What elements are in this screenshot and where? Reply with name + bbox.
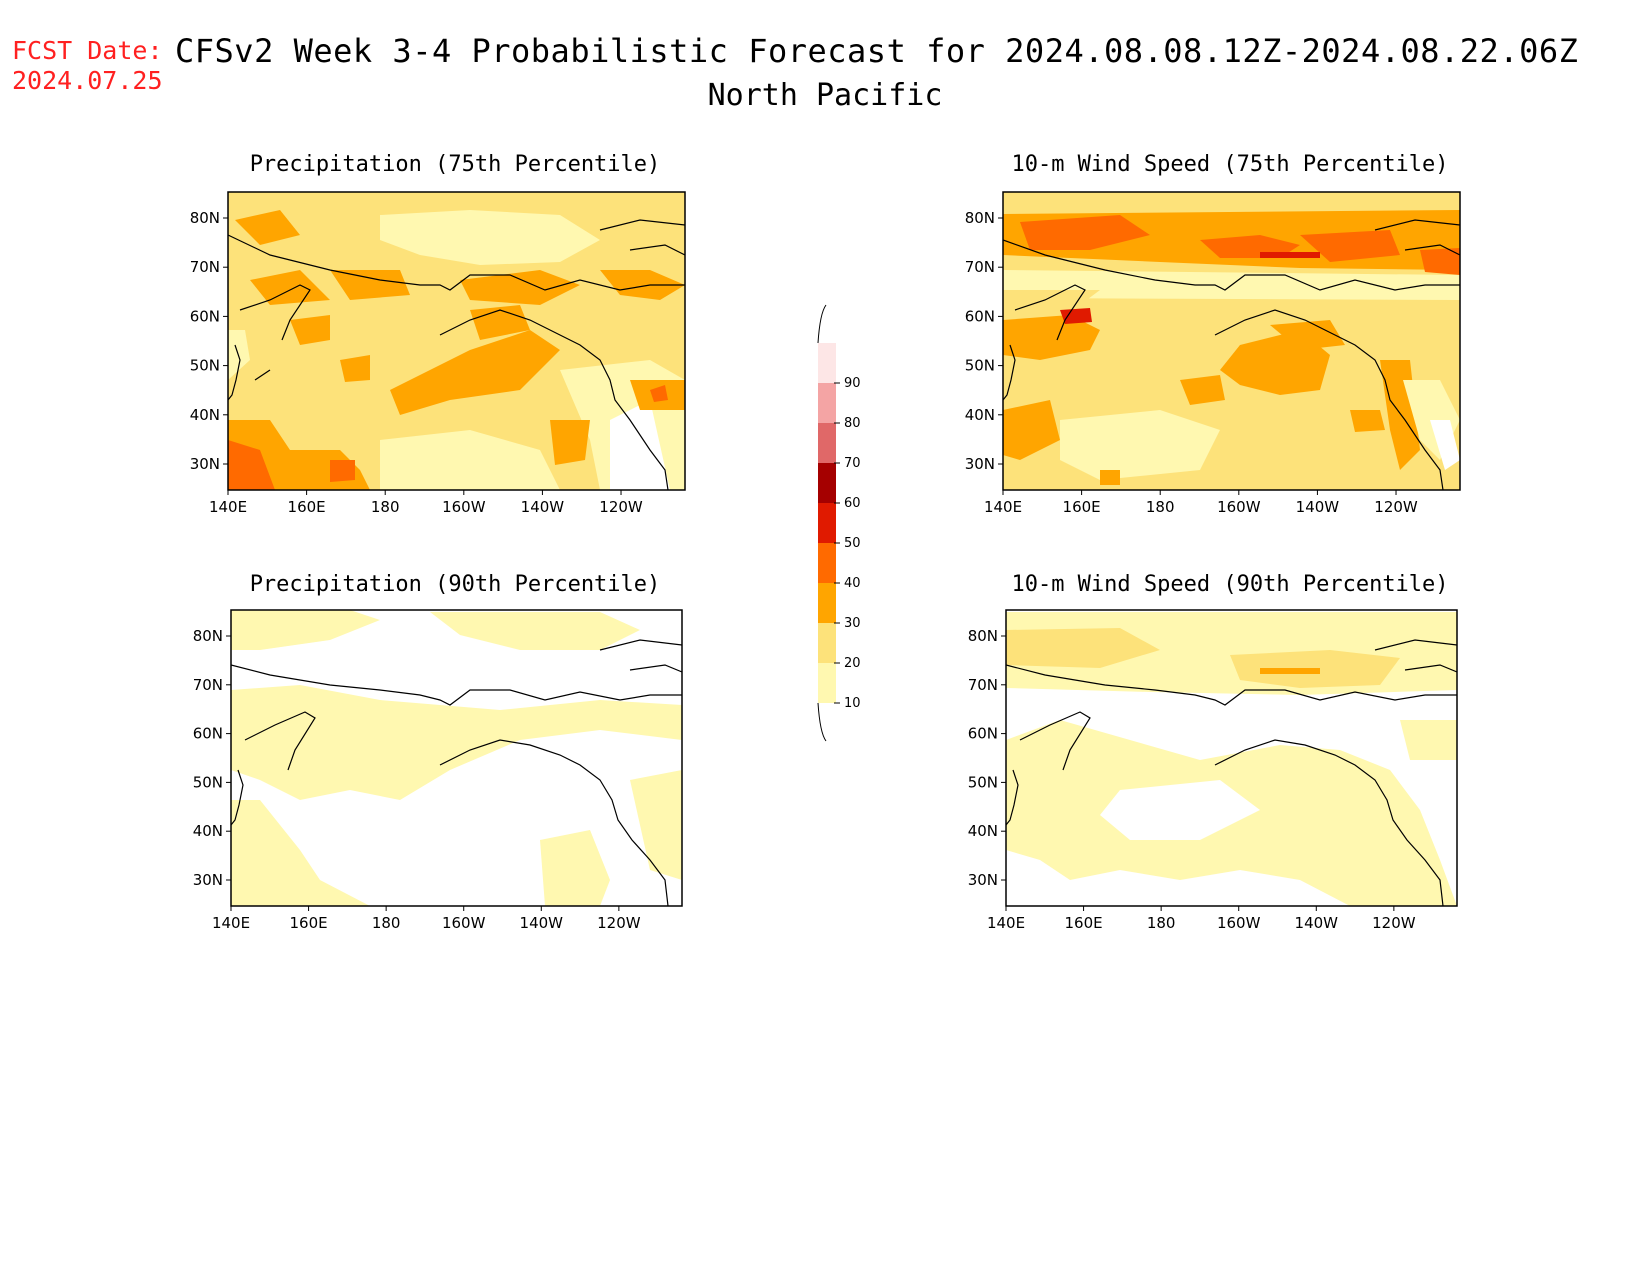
panel-title-precip-90: Precipitation (90th Percentile) <box>249 572 661 597</box>
lat-tick-label: 60N <box>965 307 995 325</box>
colorbar: 10 20 30 40 50 60 70 80 90 <box>817 304 861 742</box>
colorbar-bottom-cap <box>817 702 827 742</box>
colorbar-level-label: 50 <box>844 536 861 551</box>
lon-tick-label: 160W <box>442 914 486 932</box>
lon-tick-label: 140W <box>1295 914 1339 932</box>
lon-tick-label: 140E <box>212 914 250 932</box>
panel-title-wind-90: 10-m Wind Speed (90th Percentile) <box>1011 572 1449 597</box>
lat-tick-label: 30N <box>193 871 223 889</box>
lat-tick-label: 60N <box>193 725 223 743</box>
map-panel-precip-75 <box>227 191 686 491</box>
coastlines-3 <box>231 639 682 906</box>
lat-tick-label: 70N <box>190 258 220 276</box>
panel-title-wind-75: 10-m Wind Speed (75th Percentile) <box>1011 152 1449 177</box>
lat-tick-label: 80N <box>190 209 220 227</box>
colorbar-swatch <box>818 343 836 383</box>
lon-tick-label: 120W <box>597 914 641 932</box>
lat-tick-label: 40N <box>968 822 998 840</box>
colorbar-swatch <box>818 623 836 663</box>
colorbar-level-label: 70 <box>844 456 861 471</box>
lat-tick-label: 80N <box>968 627 998 645</box>
lat-tick-label: 50N <box>965 357 995 375</box>
region-subtitle: North Pacific <box>707 78 943 113</box>
lat-tick-label: 60N <box>968 725 998 743</box>
lon-tick-label: 120W <box>1374 498 1418 516</box>
map-panel-wind-75 <box>1002 191 1461 491</box>
lon-tick-label: 140W <box>521 498 565 516</box>
colorbar-swatch <box>818 383 836 423</box>
page-title: CFSv2 Week 3-4 Probabilistic Forecast fo… <box>175 32 1579 70</box>
lat-tick-label: 30N <box>965 455 995 473</box>
lat-tick-label: 50N <box>968 773 998 791</box>
lat-tick-label: 80N <box>965 209 995 227</box>
colorbar-swatch <box>818 463 836 503</box>
colorbar-level-label: 40 <box>844 576 861 591</box>
colorbar-swatch <box>818 583 836 623</box>
coastlines-4 <box>1006 639 1457 906</box>
colorbar-swatch <box>818 503 836 543</box>
fcst-date-value: 2024.07.25 <box>12 66 163 95</box>
lon-tick-label: 160W <box>1217 914 1261 932</box>
lon-tick-label: 140W <box>1296 498 1340 516</box>
lon-tick-label: 160W <box>1217 498 1261 516</box>
lon-tick-label: 180 <box>1146 498 1175 516</box>
lon-tick-label: 180 <box>1147 914 1176 932</box>
colorbar-level-label: 20 <box>844 656 861 671</box>
colorbar-swatch <box>818 663 836 703</box>
precip-75-shading <box>228 192 685 490</box>
lat-tick-label: 60N <box>190 307 220 325</box>
lon-tick-label: 120W <box>599 498 643 516</box>
fcst-date-label: FCST Date: <box>12 36 163 65</box>
lat-tick-label: 70N <box>965 258 995 276</box>
lon-tick-label: 160E <box>288 498 326 516</box>
lon-tick-label: 120W <box>1372 914 1416 932</box>
lat-tick-label: 70N <box>193 676 223 694</box>
colorbar-top-cap <box>817 304 827 344</box>
map-panel-precip-90 <box>230 609 683 907</box>
lon-tick-label: 180 <box>371 498 400 516</box>
lon-tick-label: 140W <box>520 914 564 932</box>
wind-75-shading <box>1003 192 1460 490</box>
lon-tick-label: 140E <box>984 498 1022 516</box>
lat-tick-label: 40N <box>965 406 995 424</box>
coastlines-1 <box>228 219 685 490</box>
wind-90-shading <box>1006 610 1457 906</box>
lon-tick-label: 140E <box>209 498 247 516</box>
colorbar-swatch <box>818 423 836 463</box>
lat-tick-label: 50N <box>190 357 220 375</box>
map-panel-wind-90 <box>1005 609 1458 907</box>
lat-tick-label: 40N <box>193 822 223 840</box>
lat-tick-label: 40N <box>190 406 220 424</box>
lon-tick-label: 160E <box>290 914 328 932</box>
lon-tick-label: 160E <box>1065 914 1103 932</box>
coastlines-2 <box>1003 219 1460 490</box>
colorbar-level-label: 60 <box>844 496 861 511</box>
lat-tick-label: 50N <box>193 773 223 791</box>
lon-tick-label: 140E <box>987 914 1025 932</box>
axis-labels: 80N 70N 60N 50N 40N 30N 140E 160E 180 160W 140W 120… <box>190 209 1418 932</box>
lat-tick-label: 30N <box>968 871 998 889</box>
lon-tick-label: 160W <box>442 498 486 516</box>
precip-90-shading <box>231 610 682 906</box>
lon-tick-label: 160E <box>1063 498 1101 516</box>
lon-tick-label: 180 <box>372 914 401 932</box>
colorbar-level-label: 90 <box>844 376 861 391</box>
lat-tick-label: 30N <box>190 455 220 473</box>
lat-tick-label: 80N <box>193 627 223 645</box>
colorbar-swatch <box>818 543 836 583</box>
colorbar-level-label: 10 <box>844 696 861 711</box>
lat-tick-label: 70N <box>968 676 998 694</box>
colorbar-level-label: 80 <box>844 416 861 431</box>
colorbar-level-label: 30 <box>844 616 861 631</box>
panel-title-precip-75: Precipitation (75th Percentile) <box>249 152 661 177</box>
